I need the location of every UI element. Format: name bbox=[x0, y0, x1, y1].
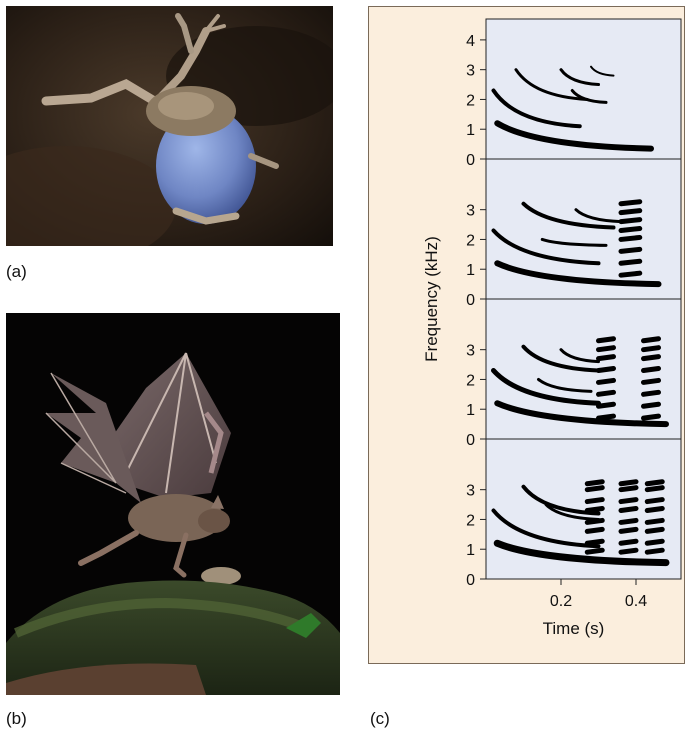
photo-bat-hunting-frog bbox=[6, 313, 340, 695]
call-chuck bbox=[641, 336, 661, 344]
call-chuck bbox=[584, 506, 605, 514]
call-chuck bbox=[618, 270, 643, 278]
y-tick-label: 0 bbox=[466, 152, 475, 169]
y-tick-label: 2 bbox=[466, 232, 475, 249]
call-chuck bbox=[584, 517, 605, 525]
call-chuck bbox=[618, 226, 643, 234]
call-chuck bbox=[618, 234, 643, 242]
call-sweep bbox=[494, 400, 669, 428]
x-axis-title: Time (s) bbox=[543, 619, 605, 638]
call-sweep bbox=[590, 65, 615, 77]
call-chuck bbox=[641, 401, 661, 409]
spectrogram-panel-1 bbox=[485, 18, 682, 160]
panel-label-b: (b) bbox=[6, 709, 27, 728]
call-chuck bbox=[618, 526, 639, 534]
y-tick-label: 3 bbox=[466, 63, 475, 80]
call-chuck bbox=[584, 479, 605, 487]
call-chuck bbox=[618, 479, 639, 487]
photo-frog-calling bbox=[6, 6, 333, 246]
call-chuck bbox=[618, 547, 639, 555]
call-chuck bbox=[596, 389, 616, 397]
call-chuck bbox=[618, 497, 639, 505]
call-sweep bbox=[491, 228, 601, 266]
y-tick-label: 0 bbox=[466, 432, 475, 449]
call-sweep bbox=[521, 344, 601, 373]
x-tick-label: 0.4 bbox=[625, 593, 647, 610]
call-chuck bbox=[584, 485, 605, 493]
call-chuck bbox=[641, 345, 661, 353]
call-chuck bbox=[644, 517, 665, 525]
y-tick-label: 3 bbox=[466, 203, 475, 220]
call-chuck bbox=[644, 547, 665, 555]
x-tick-label: 0.2 bbox=[550, 593, 572, 610]
call-sweep bbox=[537, 377, 593, 393]
spectrogram-panel-2 bbox=[485, 158, 682, 300]
y-tick-label: 2 bbox=[466, 512, 475, 529]
panel-label-a: (a) bbox=[6, 262, 27, 281]
call-chuck bbox=[644, 479, 665, 487]
call-sweep bbox=[544, 503, 600, 521]
y-tick-label: 3 bbox=[466, 343, 475, 360]
call-chuck bbox=[596, 345, 616, 353]
call-chuck bbox=[641, 354, 661, 362]
call-sweep bbox=[494, 120, 654, 152]
call-chuck bbox=[618, 217, 643, 225]
call-sweep bbox=[514, 68, 589, 101]
y-tick-label: 2 bbox=[466, 92, 475, 109]
call-chuck bbox=[596, 377, 616, 385]
call-chuck bbox=[584, 526, 605, 534]
call-chuck bbox=[618, 538, 639, 546]
call-sweep bbox=[521, 201, 616, 230]
call-chuck bbox=[618, 258, 643, 266]
y-tick-label: 1 bbox=[466, 402, 475, 419]
call-chuck bbox=[641, 377, 661, 385]
panel-label-c: (c) bbox=[370, 709, 390, 728]
call-chuck bbox=[596, 336, 616, 344]
call-chuck bbox=[618, 246, 643, 254]
call-sweep bbox=[493, 539, 670, 567]
call-chuck bbox=[584, 497, 605, 505]
call-chuck bbox=[596, 401, 616, 409]
call-chuck bbox=[644, 538, 665, 546]
call-chuck bbox=[641, 366, 661, 374]
call-sweep bbox=[540, 237, 608, 247]
call-chuck bbox=[618, 506, 639, 514]
call-chuck bbox=[596, 354, 616, 362]
call-chuck bbox=[641, 389, 661, 397]
call-sweep bbox=[491, 508, 601, 549]
call-chuck bbox=[644, 485, 665, 493]
call-sweep bbox=[494, 260, 662, 288]
y-tick-label: 4 bbox=[466, 33, 475, 50]
y-axis-title: Frequency (kHz) bbox=[422, 236, 441, 362]
call-sweep bbox=[570, 89, 608, 104]
call-chuck bbox=[618, 517, 639, 525]
y-tick-label: 3 bbox=[466, 483, 475, 500]
y-tick-label: 1 bbox=[466, 262, 475, 279]
y-tick-label: 2 bbox=[466, 372, 475, 389]
call-chuck bbox=[584, 547, 605, 555]
call-chuck bbox=[584, 538, 605, 546]
y-tick-label: 1 bbox=[466, 542, 475, 559]
call-sweep bbox=[491, 368, 601, 406]
y-tick-label: 0 bbox=[466, 572, 475, 589]
call-chuck bbox=[644, 506, 665, 514]
y-tick-label: 0 bbox=[466, 292, 475, 309]
call-chuck bbox=[644, 497, 665, 505]
y-tick-label: 1 bbox=[466, 122, 475, 139]
call-chuck bbox=[596, 413, 616, 421]
spectrogram-chart: 0 1 2 3 4 0 1 2 3 0 1 2 3 0 1 2 3 0.2 0.4 Time (s) Frequency… bbox=[422, 18, 682, 638]
call-chuck bbox=[644, 526, 665, 534]
call-sweep bbox=[574, 208, 623, 224]
call-sweep bbox=[491, 88, 582, 129]
call-chuck bbox=[618, 485, 639, 493]
call-chuck bbox=[641, 413, 661, 421]
call-sweep bbox=[559, 348, 600, 364]
call-chuck bbox=[618, 208, 643, 216]
call-chuck bbox=[618, 199, 643, 207]
call-sweep bbox=[559, 68, 600, 87]
call-chuck bbox=[596, 366, 616, 374]
spectrogram-figure: 0 1 2 3 4 0 1 2 3 0 1 2 3 0 1 2 3 0.2 0.4 Time (s) Frequency… bbox=[368, 6, 685, 664]
